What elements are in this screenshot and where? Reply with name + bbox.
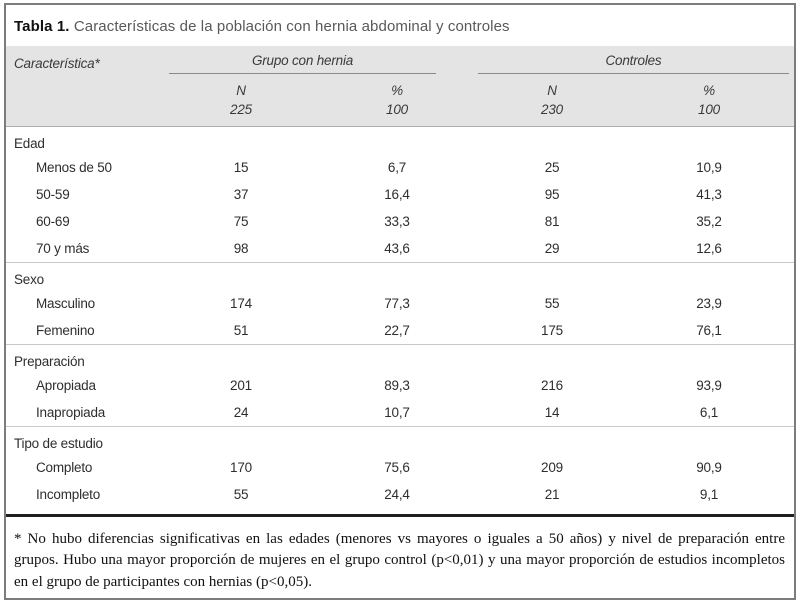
column-header-caracteristica: Característica* [14, 56, 100, 71]
header-subrow-totals: 225 100 230 100 [6, 102, 794, 117]
total-pct-controles: 100 [698, 102, 720, 117]
col-header-pct-hernia: % [391, 83, 403, 98]
cell-value: 75,6 [384, 460, 410, 475]
cell-value: 175 [541, 323, 563, 338]
cell-value: 24,4 [384, 487, 410, 502]
table-row: Inapropiada 24 10,7 14 6,1 [6, 399, 794, 426]
table-section: Edad Menos de 50 15 6,7 25 10,9 50-59 37 16,4 95 4… [6, 127, 794, 262]
cell-value: 15 [233, 160, 249, 175]
row-label: 70 y más [36, 241, 90, 256]
group-header-controles: Controles [478, 53, 792, 74]
cell-value: 75 [233, 214, 249, 229]
table-row: Completo 170 75,6 209 90,9 [6, 454, 794, 481]
cell-value: 23,9 [696, 296, 722, 311]
group-header-hernia-label: Grupo con hernia [169, 53, 436, 74]
cell-value: 37 [233, 187, 249, 202]
cell-value: 24 [233, 405, 249, 420]
col-header-pct-controles: % [703, 83, 715, 98]
cell-value: 16,4 [384, 187, 410, 202]
table-caption: Características de la población con hern… [73, 18, 510, 35]
cell-value: 9,1 [699, 487, 719, 502]
section-label: Tipo de estudio [14, 436, 103, 451]
header-subrow-labels: N % N % [6, 83, 794, 98]
table-row: Femenino 51 22,7 175 76,1 [6, 317, 794, 344]
table-row: 50-59 37 16,4 95 41,3 [6, 181, 794, 208]
cell-value: 43,6 [384, 241, 410, 256]
cell-value: 6,1 [699, 405, 719, 420]
row-label: Inapropiada [36, 405, 106, 420]
row-label: Completo [36, 460, 93, 475]
row-label: Femenino [36, 323, 95, 338]
cell-value: 12,6 [696, 241, 722, 256]
table-row: 70 y más 98 43,6 29 12,6 [6, 235, 794, 262]
total-n-controles: 230 [541, 102, 563, 117]
cell-value: 216 [541, 378, 563, 393]
table-row: Masculino 174 77,3 55 23,9 [6, 290, 794, 317]
cell-value: 76,1 [696, 323, 722, 338]
section-label: Sexo [14, 272, 44, 287]
cell-value: 209 [541, 460, 563, 475]
cell-value: 21 [544, 487, 560, 502]
cell-value: 93,9 [696, 378, 722, 393]
col-header-n-hernia: N [236, 83, 246, 98]
cell-value: 174 [230, 296, 252, 311]
table-bottom-rule [6, 514, 794, 517]
group-header-hernia: Grupo con hernia [166, 53, 478, 74]
table-card: Tabla 1. Características de la población… [4, 3, 796, 600]
cell-value: 201 [230, 378, 252, 393]
cell-value: 25 [544, 160, 560, 175]
row-label: Menos de 50 [36, 160, 112, 175]
total-n-hernia: 225 [230, 102, 252, 117]
cell-value: 170 [230, 460, 252, 475]
table-row: Incompleto 55 24,4 21 9,1 [6, 481, 794, 508]
cell-value: 33,3 [384, 214, 410, 229]
group-header-controles-label: Controles [478, 53, 789, 74]
row-label: 50-59 [36, 187, 70, 202]
table-row: Apropiada 201 89,3 216 93,9 [6, 372, 794, 399]
table-section: Tipo de estudio Completo 170 75,6 209 90,9 Inc… [6, 426, 794, 508]
cell-value: 22,7 [384, 323, 410, 338]
cell-value: 14 [544, 405, 560, 420]
cell-value: 10,7 [384, 405, 410, 420]
cell-value: 6,7 [387, 160, 407, 175]
table-row: Menos de 50 15 6,7 25 10,9 [6, 154, 794, 181]
table-body: Edad Menos de 50 15 6,7 25 10,9 50-59 37 16,4 95 4… [6, 127, 794, 508]
cell-value: 89,3 [384, 378, 410, 393]
cell-value: 98 [233, 241, 249, 256]
row-label: 60-69 [36, 214, 70, 229]
table-footnote: * No hubo diferencias significativas en … [14, 531, 785, 590]
section-label: Preparación [14, 354, 85, 369]
cell-value: 35,2 [696, 214, 722, 229]
header-group-row: Característica* Grupo con hernia Control… [6, 53, 794, 74]
table-section: Sexo Masculino 174 77,3 55 23,9 Femenino 51 22,7… [6, 262, 794, 344]
table-number: Tabla 1. [14, 18, 70, 35]
cell-value: 81 [544, 214, 560, 229]
table-header: Característica* Grupo con hernia Control… [6, 46, 794, 127]
table-row: 60-69 75 33,3 81 35,2 [6, 208, 794, 235]
table-section: Preparación Apropiada 201 89,3 216 93,9 Inapro… [6, 344, 794, 426]
cell-value: 41,3 [696, 187, 722, 202]
cell-value: 29 [544, 241, 560, 256]
row-label: Incompleto [36, 487, 101, 502]
cell-value: 95 [544, 187, 560, 202]
col-header-n-controles: N [547, 83, 557, 98]
cell-value: 55 [233, 487, 249, 502]
cell-value: 90,9 [696, 460, 722, 475]
table-title: Tabla 1. Características de la población… [6, 5, 794, 46]
total-pct-hernia: 100 [386, 102, 408, 117]
row-label: Apropiada [36, 378, 96, 393]
row-label: Masculino [36, 296, 95, 311]
section-label: Edad [14, 136, 45, 151]
cell-value: 51 [233, 323, 249, 338]
cell-value: 55 [544, 296, 560, 311]
cell-value: 10,9 [696, 160, 722, 175]
cell-value: 77,3 [384, 296, 410, 311]
